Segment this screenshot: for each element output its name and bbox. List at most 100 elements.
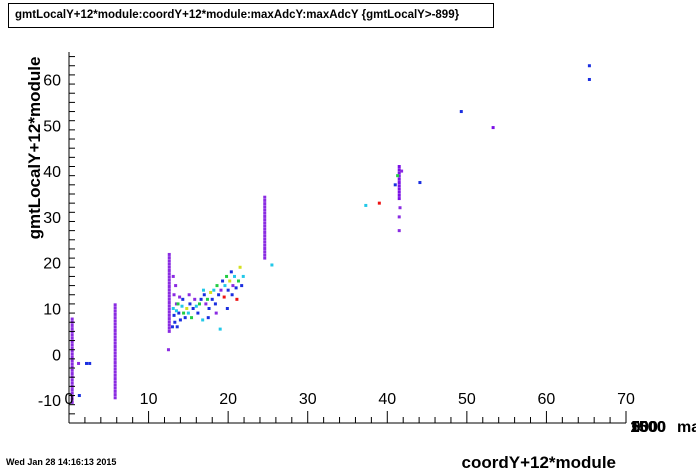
data-point bbox=[396, 174, 400, 178]
data-point bbox=[167, 285, 171, 289]
data-point bbox=[167, 320, 171, 324]
data-point bbox=[230, 293, 234, 297]
data-point bbox=[113, 325, 117, 329]
data-point bbox=[263, 237, 267, 241]
data-point bbox=[185, 306, 189, 310]
data-point bbox=[397, 197, 401, 201]
data-point bbox=[225, 274, 229, 278]
data-point bbox=[113, 380, 117, 384]
data-point bbox=[263, 224, 267, 228]
data-point bbox=[167, 326, 171, 330]
data-point bbox=[263, 221, 267, 225]
data-point bbox=[113, 341, 117, 345]
data-point bbox=[167, 265, 171, 269]
data-point bbox=[171, 274, 175, 278]
data-point bbox=[241, 274, 245, 278]
data-point bbox=[70, 378, 74, 382]
data-point bbox=[167, 307, 171, 311]
data-point bbox=[210, 297, 214, 301]
data-point bbox=[202, 293, 206, 297]
data-point bbox=[397, 184, 401, 188]
data-point bbox=[113, 351, 117, 355]
data-point bbox=[167, 259, 171, 263]
y-tick-label: 30 bbox=[43, 210, 61, 227]
data-point bbox=[167, 291, 171, 295]
data-point bbox=[113, 393, 117, 397]
data-point bbox=[238, 265, 242, 269]
data-point bbox=[113, 361, 117, 365]
data-point bbox=[113, 319, 117, 323]
data-point bbox=[223, 284, 227, 288]
data-point bbox=[263, 250, 267, 254]
data-point bbox=[587, 77, 591, 81]
data-point bbox=[70, 349, 74, 353]
data-point bbox=[205, 297, 209, 301]
y-tick-label: 10 bbox=[43, 301, 61, 318]
data-point bbox=[173, 320, 177, 324]
data-point bbox=[270, 263, 274, 267]
data-point bbox=[263, 246, 267, 250]
data-point bbox=[70, 327, 74, 331]
data-point bbox=[263, 208, 267, 212]
data-point bbox=[181, 297, 185, 301]
data-point bbox=[70, 323, 74, 327]
data-point bbox=[397, 190, 401, 194]
data-point bbox=[172, 313, 176, 317]
x-tick-label: 50 bbox=[458, 391, 476, 408]
data-point bbox=[113, 389, 117, 393]
data-point bbox=[113, 328, 117, 332]
data-point bbox=[167, 310, 171, 314]
plot-frame bbox=[68, 52, 626, 424]
data-point bbox=[88, 361, 92, 365]
data-point bbox=[199, 297, 203, 301]
data-point bbox=[222, 295, 226, 299]
data-point bbox=[400, 169, 404, 173]
data-point bbox=[263, 202, 267, 206]
data-point bbox=[70, 343, 74, 347]
chart-title: gmtLocalY+12*module:coordY+12*module:max… bbox=[8, 3, 494, 28]
data-point bbox=[70, 346, 74, 350]
data-point bbox=[263, 240, 267, 244]
data-point bbox=[167, 313, 171, 317]
data-point bbox=[176, 302, 180, 306]
data-point bbox=[190, 316, 194, 320]
data-point bbox=[193, 297, 197, 301]
data-point bbox=[263, 211, 267, 215]
data-point bbox=[240, 284, 244, 288]
z-axis-label: ma bbox=[677, 419, 696, 436]
y-tick-label: 0 bbox=[52, 347, 61, 364]
data-point bbox=[171, 306, 175, 310]
data-point bbox=[70, 388, 74, 392]
data-point bbox=[113, 373, 117, 377]
data-point bbox=[263, 205, 267, 209]
data-point bbox=[263, 256, 267, 260]
data-point bbox=[194, 304, 198, 308]
x-tick-label: 60 bbox=[538, 391, 556, 408]
data-point bbox=[228, 279, 232, 283]
y-tick-label: -10 bbox=[38, 393, 61, 410]
data-point bbox=[418, 181, 422, 185]
data-point bbox=[167, 272, 171, 276]
data-point bbox=[70, 317, 74, 321]
data-point bbox=[459, 110, 463, 114]
data-point bbox=[377, 201, 381, 205]
data-point bbox=[263, 214, 267, 218]
data-point bbox=[182, 311, 186, 315]
data-point bbox=[113, 306, 117, 310]
data-point bbox=[113, 303, 117, 307]
data-point bbox=[196, 311, 200, 315]
data-point bbox=[170, 325, 174, 329]
data-point bbox=[201, 288, 205, 292]
data-point bbox=[229, 270, 233, 274]
data-point bbox=[263, 253, 267, 257]
data-point bbox=[77, 394, 81, 398]
data-point bbox=[167, 275, 171, 279]
data-point bbox=[217, 293, 221, 297]
data-point bbox=[113, 309, 117, 313]
z-tick-label: 1000 bbox=[631, 419, 667, 436]
data-point bbox=[167, 278, 171, 282]
data-point bbox=[70, 336, 74, 340]
data-point bbox=[191, 306, 195, 310]
timestamp: Wed Jan 28 14:16:13 2015 bbox=[6, 457, 117, 467]
